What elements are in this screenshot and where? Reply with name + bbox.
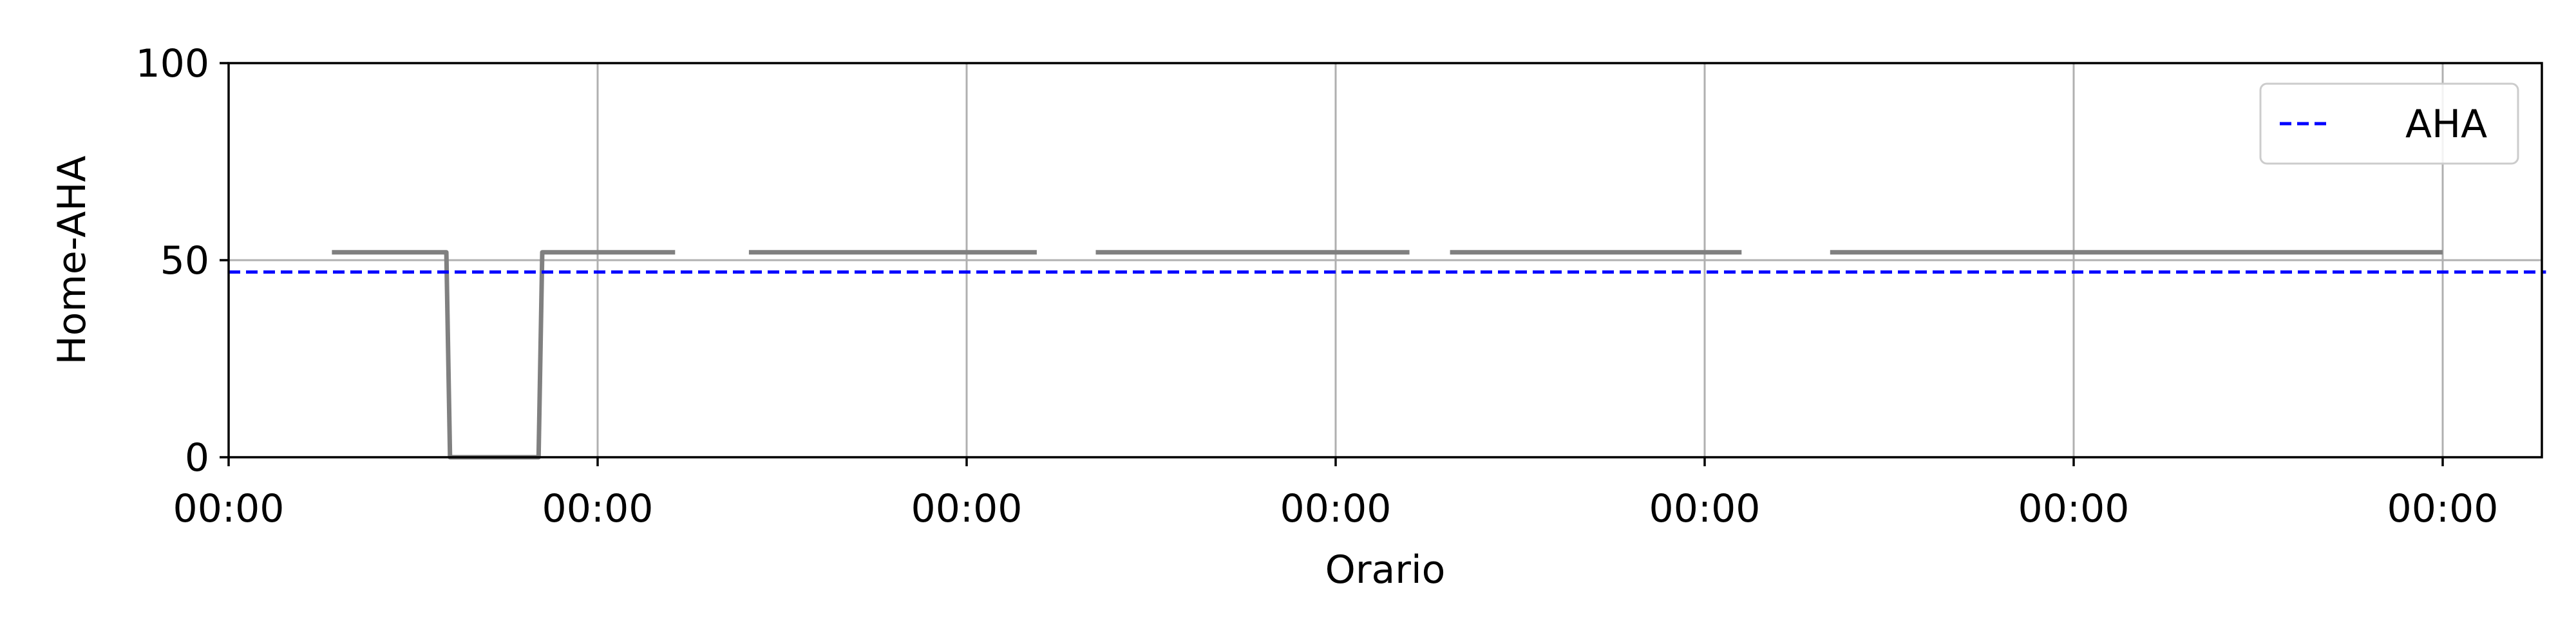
y-tick-label: 0 (185, 435, 209, 480)
y-tick-label: 50 (160, 238, 209, 283)
x-tick-label: 00:00 (2018, 486, 2130, 531)
y-axis-label: Home-AHA (50, 156, 95, 365)
x-tick-label: 00:00 (1280, 486, 1392, 531)
y-tick-label: 100 (135, 41, 209, 86)
x-tick-label: 00:00 (2387, 486, 2499, 531)
x-tick-label: 00:00 (542, 486, 654, 531)
x-axis-label: Orario (1325, 547, 1446, 592)
x-tick-label: 00:00 (173, 486, 285, 531)
legend-box (2259, 82, 2519, 165)
x-tick-label: 00:00 (911, 486, 1023, 531)
x-axis-ticks: 00:00 00:00 00:00 00:00 00:00 00:00 00:00 (173, 457, 2499, 531)
x-tick-label: 00:00 (1649, 486, 1761, 531)
legend-label: AHA (2405, 102, 2487, 147)
y-axis-ticks: 0 50 100 (135, 41, 229, 480)
legend: AHA (2259, 82, 2519, 165)
